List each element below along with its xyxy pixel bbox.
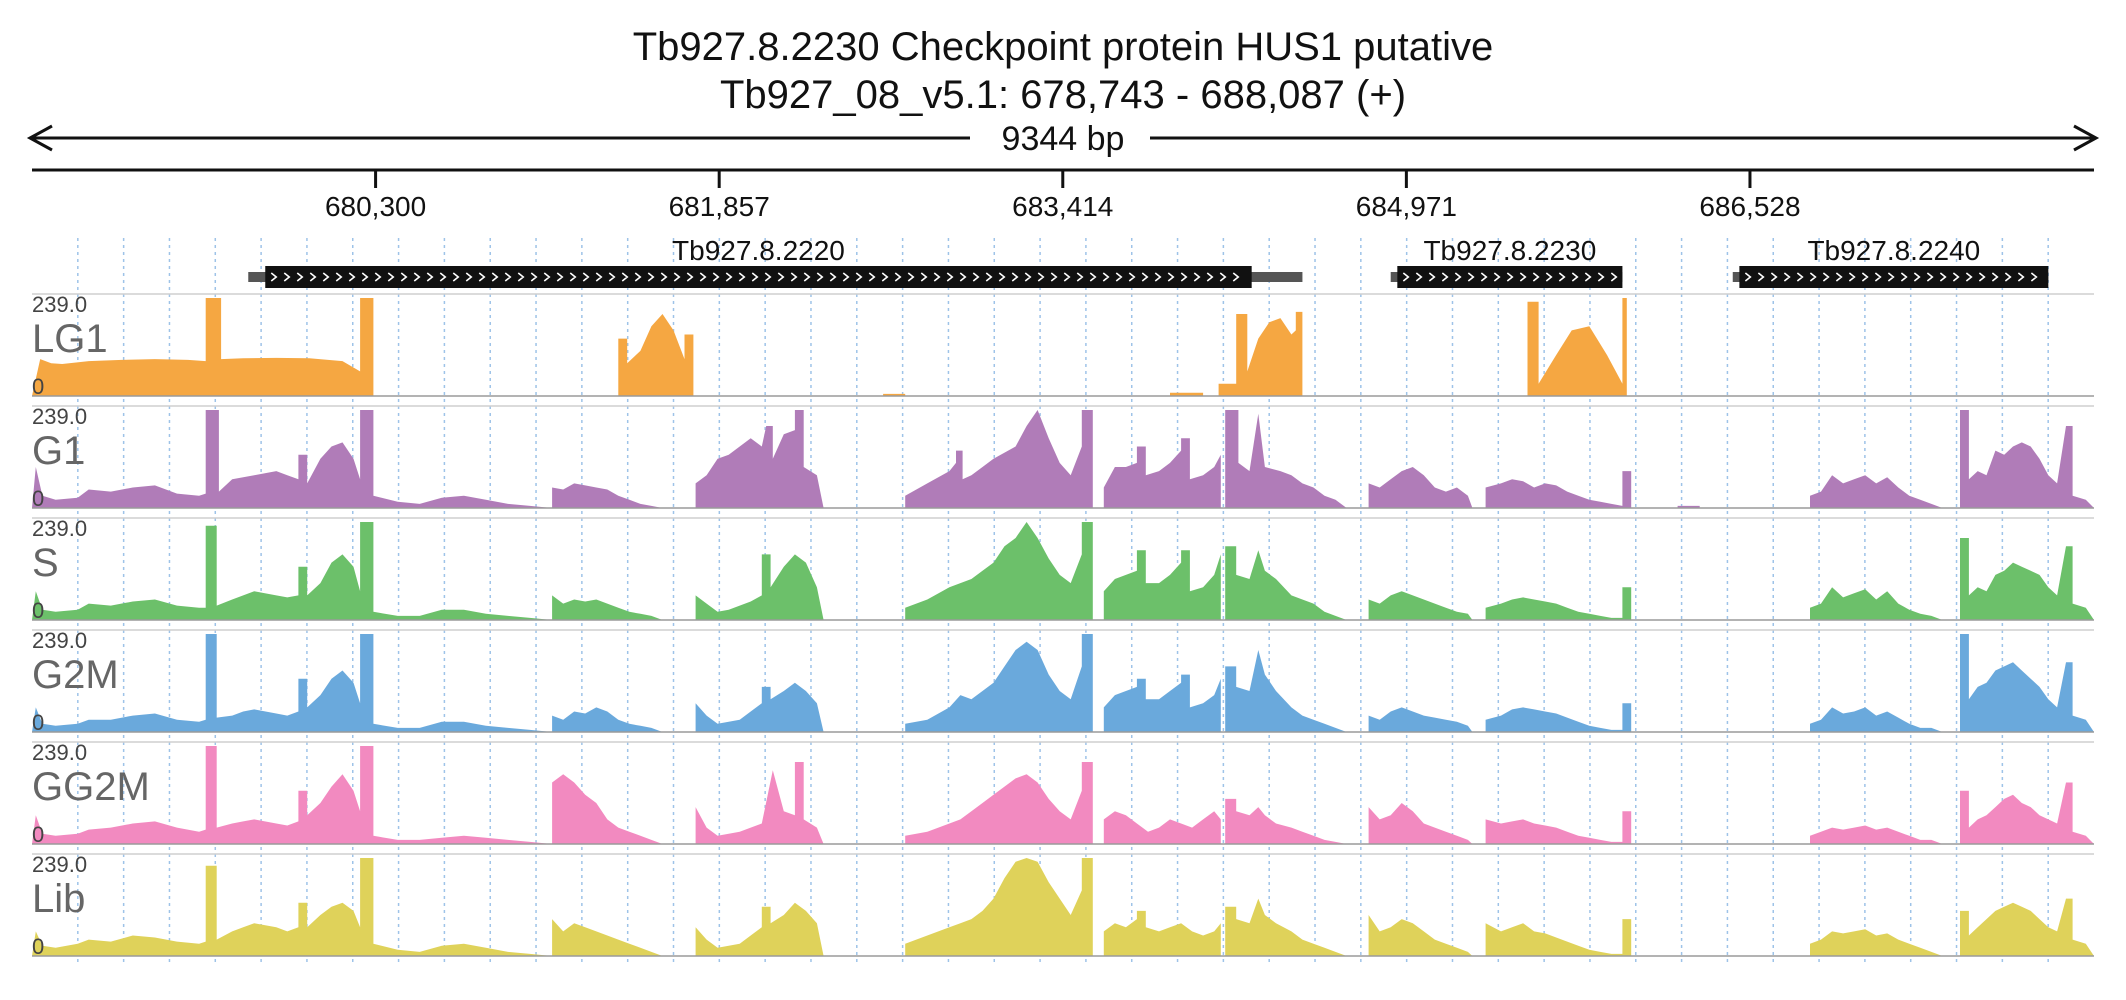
track-max-label: 239.0 xyxy=(32,628,87,653)
track-min-label: 0 xyxy=(32,822,44,847)
gene-label: Tb927.8.2230 xyxy=(1423,235,1596,266)
coverage-track: 239.0 0 S xyxy=(32,516,2094,623)
coverage-track: 239.0 0 G2M xyxy=(32,628,2094,735)
track-max-label: 239.0 xyxy=(32,404,87,429)
strand-arrows-icon xyxy=(270,272,1240,282)
arrow-right-icon xyxy=(2073,124,2100,152)
track-min-label: 0 xyxy=(32,934,44,959)
track-max-label: 239.0 xyxy=(32,516,87,541)
track-name-label: GG2M xyxy=(32,765,150,809)
x-tick-label: 680,300 xyxy=(325,191,426,222)
chart-title: Tb927.8.2230 Checkpoint protein HUS1 put… xyxy=(633,25,1494,69)
gene-label: Tb927.8.2220 xyxy=(672,235,845,266)
track-min-label: 0 xyxy=(32,374,44,399)
coverage-area xyxy=(32,746,2094,844)
x-tick-label: 681,857 xyxy=(669,191,770,222)
coordinate-axis: 680,300 681,857 683,414 684,971 686,528 xyxy=(32,168,2094,222)
track-max-label: 239.0 xyxy=(32,852,87,877)
coverage-area xyxy=(32,522,2094,620)
coverage-track: 239.0 0 G1 xyxy=(32,404,2094,511)
track-min-label: 0 xyxy=(32,710,44,735)
coverage-track: 239.0 0 LG1 xyxy=(32,292,2094,399)
track-max-label: 239.0 xyxy=(32,292,87,317)
chart-subtitle: Tb927_08_v5.1: 678,743 - 688,087 (+) xyxy=(720,73,1406,117)
x-tick-label: 684,971 xyxy=(1356,191,1457,222)
strand-arrows-icon xyxy=(1744,272,2038,282)
span-label: 9344 bp xyxy=(1002,120,1125,158)
coverage-tracks: 239.00LG1239.00G1239.00S239.00G2M239.00G… xyxy=(32,292,2094,959)
track-name-label: S xyxy=(32,541,59,585)
strand-arrows-icon xyxy=(1402,272,1618,282)
gene-cds xyxy=(1397,266,1623,288)
track-name-label: G2M xyxy=(32,653,119,697)
gene-feature: Tb927.8.2230 xyxy=(1390,235,1623,288)
coverage-area xyxy=(32,634,2094,732)
arrow-left-icon xyxy=(26,124,53,152)
track-name-label: G1 xyxy=(32,429,85,473)
span-indicator: 9344 bp xyxy=(26,120,2100,158)
gene-track: Tb927.8.2220 Tb927.8.2230 Tb927.8.2240 xyxy=(248,235,2049,288)
coverage-area xyxy=(32,858,2094,956)
coverage-area xyxy=(32,298,2094,396)
x-tick-label: 683,414 xyxy=(1012,191,1113,222)
track-name-label: LG1 xyxy=(32,317,108,361)
gene-feature: Tb927.8.2220 xyxy=(248,235,1303,288)
coverage-area xyxy=(32,410,2094,508)
track-name-label: Lib xyxy=(32,877,85,921)
track-min-label: 0 xyxy=(32,486,44,511)
x-tick-label: 686,528 xyxy=(1699,191,1800,222)
coverage-track: 239.0 0 Lib xyxy=(32,852,2094,959)
gene-label: Tb927.8.2240 xyxy=(1807,235,1980,266)
coverage-track: 239.0 0 GG2M xyxy=(32,740,2094,847)
gene-feature: Tb927.8.2240 xyxy=(1732,235,2049,288)
track-min-label: 0 xyxy=(32,598,44,623)
track-max-label: 239.0 xyxy=(32,740,87,765)
